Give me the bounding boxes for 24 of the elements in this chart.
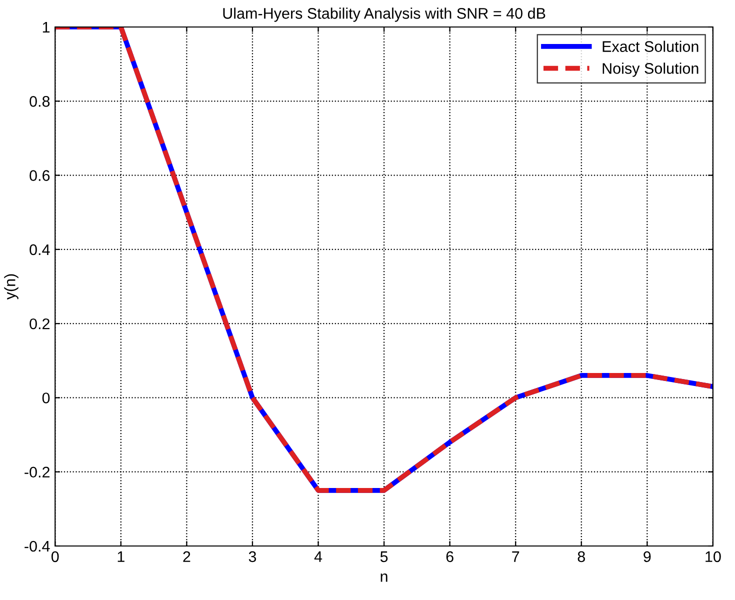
y-tick-label: 0.8: [30, 96, 50, 107]
y-axis-title: y(n): [4, 274, 18, 300]
x-tick-label: 4: [314, 551, 322, 562]
y-tick-label: 1: [42, 22, 50, 33]
chart-title: Ulam-Hyers Stability Analysis with SNR = 40 dB: [223, 8, 546, 22]
y-tick-label: -0.4: [24, 540, 50, 552]
y-tick-label: 0.2: [30, 318, 50, 330]
x-tick-label: 7: [512, 551, 520, 562]
x-tick-label: 8: [578, 551, 585, 562]
legend-label: Exact Solution: [602, 40, 698, 52]
x-tick-label: 2: [183, 551, 190, 562]
y-tick-label: 0: [42, 392, 50, 404]
x-axis-title: n: [380, 574, 388, 582]
x-tick-label: 0: [51, 551, 59, 562]
y-tick-label: -0.2: [24, 466, 50, 478]
y-tick-label: 0.6: [30, 170, 50, 181]
x-tick-label: 10: [706, 551, 721, 562]
legend-label: Noisy Solution: [602, 62, 698, 77]
x-tick-label: 5: [380, 551, 388, 562]
x-tick-label: 1: [118, 551, 124, 562]
x-tick-label: 6: [446, 551, 454, 562]
y-tick-label: 0.4: [30, 244, 50, 256]
x-tick-label: 9: [644, 551, 651, 562]
x-tick-label: 3: [248, 551, 256, 562]
